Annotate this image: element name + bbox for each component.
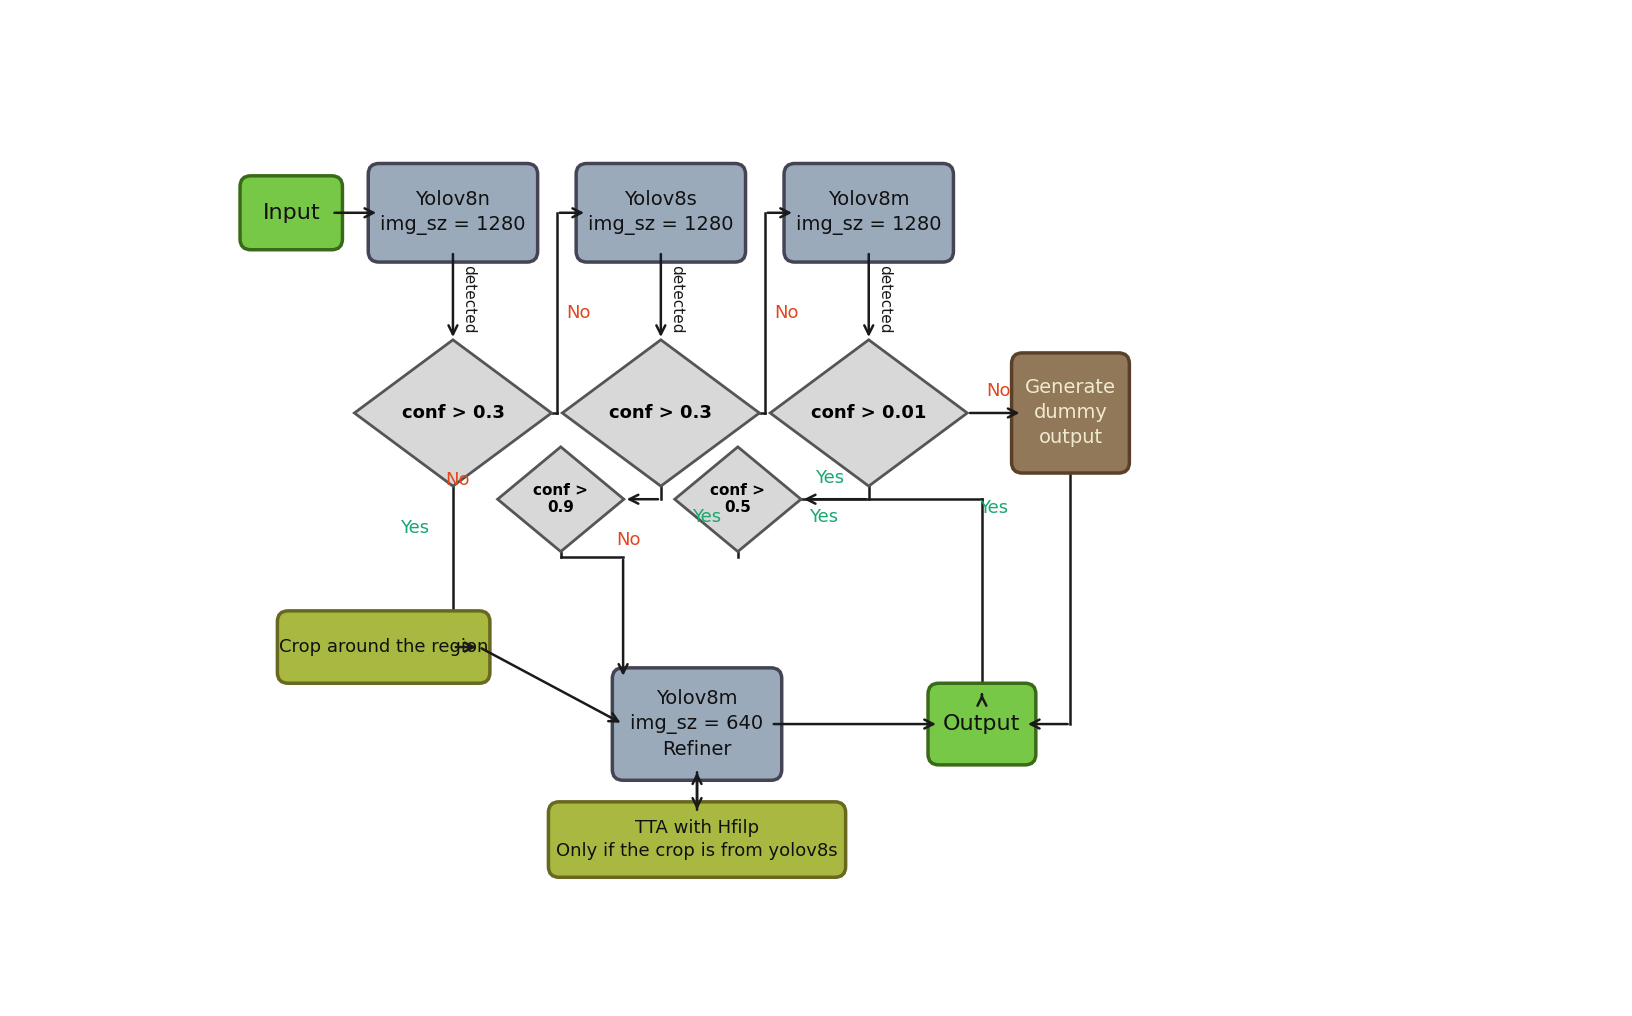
Text: No: No: [617, 531, 641, 549]
FancyBboxPatch shape: [548, 802, 845, 877]
Text: Yes: Yes: [809, 508, 837, 526]
FancyBboxPatch shape: [783, 164, 953, 262]
Text: detected: detected: [669, 265, 684, 333]
FancyBboxPatch shape: [369, 164, 537, 262]
Text: detected: detected: [876, 265, 891, 333]
Polygon shape: [354, 339, 552, 486]
Text: conf > 0.3: conf > 0.3: [401, 404, 504, 422]
Text: No: No: [446, 471, 470, 489]
FancyBboxPatch shape: [929, 683, 1036, 765]
Text: Input: Input: [263, 203, 320, 223]
Polygon shape: [770, 339, 968, 486]
Text: Yolov8m
img_sz = 640
Refiner: Yolov8m img_sz = 640 Refiner: [630, 689, 764, 759]
Text: Yes: Yes: [692, 508, 721, 526]
Text: Yes: Yes: [979, 500, 1009, 517]
Text: No: No: [986, 382, 1010, 400]
FancyBboxPatch shape: [1012, 353, 1129, 473]
Text: conf >
0.5: conf > 0.5: [710, 483, 765, 515]
Text: detected: detected: [460, 265, 477, 333]
Text: Generate
dummy
output: Generate dummy output: [1025, 379, 1116, 447]
Text: Yolov8n
img_sz = 1280: Yolov8n img_sz = 1280: [380, 190, 526, 236]
FancyBboxPatch shape: [240, 176, 343, 250]
Text: conf >
0.9: conf > 0.9: [534, 483, 588, 515]
Text: Yes: Yes: [400, 519, 429, 537]
Text: No: No: [566, 304, 591, 322]
Text: TTA with Hfilp
Only if the crop is from yolov8s: TTA with Hfilp Only if the crop is from …: [557, 819, 837, 861]
Text: Yolov8s
img_sz = 1280: Yolov8s img_sz = 1280: [588, 190, 734, 236]
FancyBboxPatch shape: [277, 611, 490, 683]
Text: No: No: [774, 304, 798, 322]
Polygon shape: [674, 447, 801, 552]
Polygon shape: [498, 447, 623, 552]
Polygon shape: [563, 339, 759, 486]
Text: conf > 0.3: conf > 0.3: [609, 404, 712, 422]
Text: Yolov8m
img_sz = 1280: Yolov8m img_sz = 1280: [796, 190, 942, 236]
FancyBboxPatch shape: [612, 668, 782, 780]
FancyBboxPatch shape: [576, 164, 746, 262]
Text: conf > 0.01: conf > 0.01: [811, 404, 927, 422]
Text: Output: Output: [943, 714, 1020, 734]
Text: Yes: Yes: [816, 468, 844, 487]
Text: Crop around the region: Crop around the region: [279, 638, 488, 656]
